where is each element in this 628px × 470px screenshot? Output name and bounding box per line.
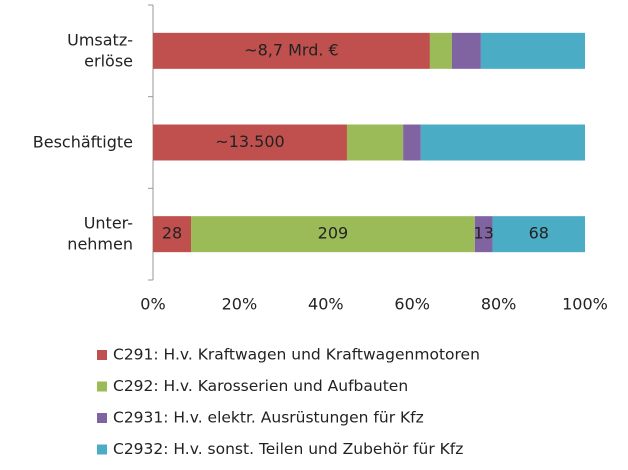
category-label-line: Unter- [84,213,133,232]
bar-segment [153,124,347,161]
legend-swatch [97,381,107,392]
bar-segment [153,216,192,253]
bar-segment [346,124,404,161]
category-label: Unter-nehmen [67,213,133,253]
category-label: Umsatz-erlöse [67,30,133,70]
legend-swatch [97,350,107,360]
legend-swatch [97,444,107,455]
legend-label: C2932: H.v. sonst. Teilen und Zubehör fü… [113,440,463,458]
category-label-line: Umsatz- [67,30,133,49]
bar-segment [451,32,481,69]
bar-segment [429,32,452,69]
legend-swatch [97,413,107,423]
x-tick-label: 20% [222,295,258,314]
bar-segment [403,124,421,161]
bar-segment [492,216,585,253]
x-tick-label: 100% [562,295,608,314]
x-tick-label: 60% [394,295,430,314]
segment-label: ~8,7 Mrd. € [244,40,339,59]
legend-label: C291: H.v. Kraftwagen und Kraftwagenmoto… [113,346,480,364]
bar-segment [480,32,585,69]
bar-segment [153,32,430,69]
category-label-line: Beschäftigte [33,132,133,151]
segment-label: 68 [529,224,549,243]
bar-segment [191,216,475,253]
segment-label: 209 [318,224,349,243]
x-tick-label: 40% [308,295,344,314]
legend: C291: H.v. Kraftwagen und Kraftwagenmoto… [97,346,480,458]
category-label-line: erlöse [84,51,133,70]
x-tick-label: 80% [481,295,517,314]
legend-label: C292: H.v. Karosserien und Aufbauten [113,377,408,395]
category-label-line: nehmen [67,234,133,253]
x-tick-label: 0% [140,295,165,314]
segment-label: ~13.500 [215,132,284,151]
segment-label: 13 [474,224,494,243]
bar-segment [420,124,585,161]
segment-label: 28 [162,224,182,243]
legend-label: C2931: H.v. elektr. Ausrüstungen für Kfz [113,409,424,427]
bar-segment [474,216,493,253]
category-label: Beschäftigte [33,132,133,151]
